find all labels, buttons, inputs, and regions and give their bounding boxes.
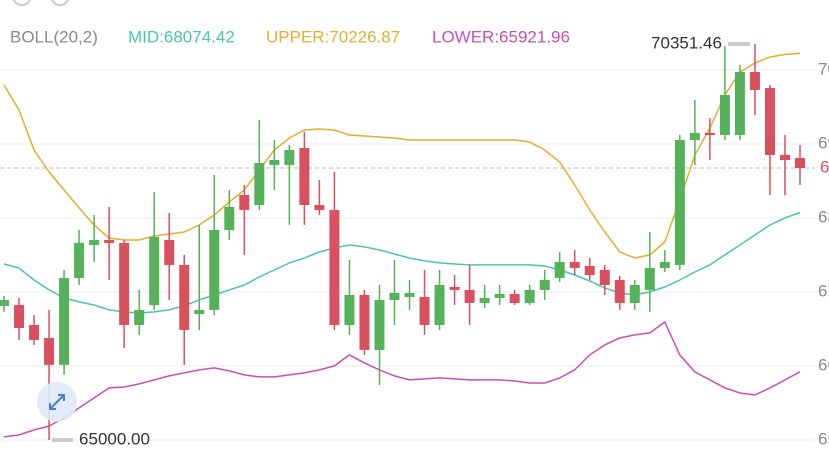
y-tick-label: 67000 — [818, 282, 829, 301]
legend: BOLL(20,2) MID:68074.42 UPPER:70226.87 LOW… — [10, 27, 570, 46]
candle-body — [104, 239, 115, 243]
grid — [0, 69, 815, 441]
candle-body — [599, 269, 610, 285]
top-icons — [12, 0, 70, 6]
legend-entry: MID:68074.42 — [128, 27, 235, 46]
candle-body — [59, 277, 70, 365]
band-line — [3, 320, 801, 438]
candle-body — [404, 292, 415, 297]
candle-body — [194, 309, 205, 314]
candles — [0, 43, 805, 441]
legend-entry: UPPER:70226.87 — [266, 27, 400, 46]
candle-body — [674, 140, 685, 265]
y-tick-label: 69000 — [818, 133, 829, 152]
candle-body — [389, 292, 400, 300]
candle-body — [569, 261, 580, 268]
candle-body — [374, 299, 385, 350]
candle-body — [299, 148, 310, 205]
candle-body — [164, 239, 175, 265]
y-tick-label: 66000 — [818, 356, 829, 375]
candle-body — [224, 206, 235, 231]
candle-body — [44, 337, 55, 365]
candle-body — [584, 265, 595, 275]
candle-body — [539, 279, 550, 290]
candle-body — [479, 297, 490, 303]
candle-body — [509, 293, 520, 303]
candle-body — [359, 294, 370, 350]
zoom-button[interactable] — [37, 382, 77, 422]
candle-body — [149, 236, 160, 305]
candle-body — [764, 87, 775, 155]
candle-body — [719, 95, 730, 135]
candle-body — [314, 204, 325, 210]
candle-body — [494, 293, 505, 298]
candle-body — [119, 242, 130, 325]
candle-body — [795, 157, 805, 168]
candle-body — [734, 72, 745, 135]
band-line — [3, 52, 801, 259]
candle-body — [269, 159, 280, 165]
y-tick-label: 65000 — [818, 430, 829, 449]
candle-body — [629, 284, 640, 303]
candle-body — [74, 242, 85, 278]
legend-entry: LOWER:65921.96 — [432, 27, 570, 46]
candle-body — [329, 209, 340, 325]
candle-body — [434, 284, 445, 325]
candle-body — [644, 267, 655, 290]
candle-body — [89, 239, 100, 245]
y-tick-label: 68000 — [818, 207, 829, 226]
candle-body — [749, 72, 760, 90]
candle-body — [284, 150, 295, 165]
candle-body — [689, 132, 700, 141]
candle-body — [134, 309, 145, 325]
y-tick-label: 70000 — [818, 59, 829, 78]
candle-body — [704, 132, 715, 135]
candle-body — [209, 230, 220, 310]
candle-body — [659, 261, 670, 268]
candle-body — [554, 261, 565, 278]
candle-body — [614, 279, 625, 303]
candle-body — [239, 194, 250, 210]
candle-body — [29, 324, 40, 340]
candle-body — [524, 289, 535, 303]
high-annotation: 70351.46 — [651, 33, 722, 52]
candle-body — [254, 162, 265, 205]
candle-body — [419, 296, 430, 325]
candle-body — [344, 294, 355, 325]
indicator-label: BOLL(20,2) — [10, 27, 98, 46]
candle-body — [0, 299, 9, 306]
candle-body — [179, 264, 190, 330]
low-annotation: 65000.00 — [79, 430, 150, 449]
candle-body — [464, 289, 475, 303]
candle-body — [14, 304, 25, 328]
candle-body — [449, 286, 460, 290]
current-price-label: 68676 — [820, 157, 829, 176]
candle-body — [779, 154, 790, 160]
labels: 70000 69000 68000 67000 66000 65000 68676 70351… — [52, 33, 829, 449]
